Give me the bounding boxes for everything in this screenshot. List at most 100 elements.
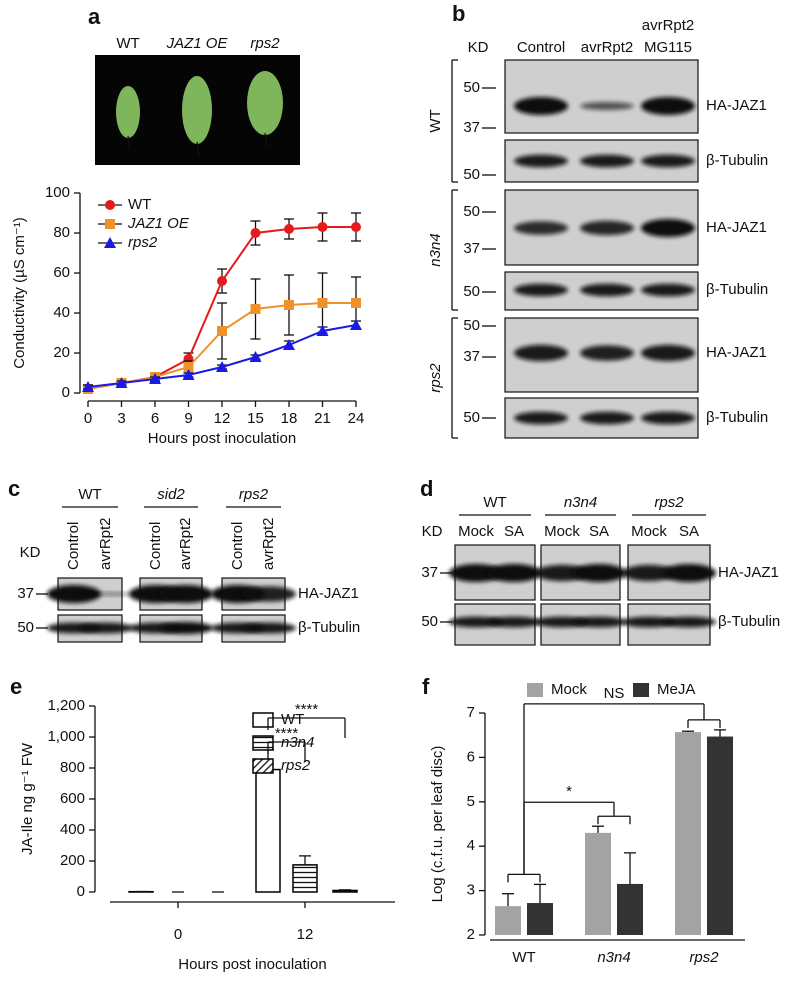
- x-tick-label: 18: [281, 410, 298, 427]
- mw-marker: 37: [421, 564, 438, 581]
- legend-label: MeJA: [657, 681, 695, 698]
- antibody-label: HA-JAZ1: [706, 97, 767, 114]
- lane-label: Mock: [631, 523, 667, 540]
- band: [641, 283, 695, 297]
- genotype-label: WT: [483, 494, 506, 511]
- point: [216, 361, 228, 372]
- panel-label: e: [10, 674, 22, 699]
- antibody-label: HA-JAZ1: [298, 585, 359, 602]
- mw-marker: 37: [17, 585, 34, 602]
- point: [284, 224, 294, 234]
- antibody-label: HA-JAZ1: [706, 219, 767, 236]
- point: [283, 339, 295, 350]
- point: [351, 222, 361, 232]
- antibody-label: β-Tubulin: [298, 619, 360, 636]
- lane-label: avrRpt2: [260, 517, 277, 570]
- genotype-label: rps2: [654, 494, 684, 511]
- significance-label: NS: [604, 685, 625, 702]
- band: [622, 616, 676, 628]
- band: [449, 564, 503, 582]
- y-tick-label: 5: [467, 793, 475, 810]
- point: [250, 304, 261, 314]
- leaf: [182, 76, 212, 144]
- point: [351, 298, 361, 308]
- lane-label: SA: [589, 523, 609, 540]
- mw-marker: 50: [463, 283, 480, 300]
- point: [115, 377, 128, 388]
- band: [580, 220, 634, 236]
- point: [249, 351, 262, 362]
- lane-label: Control: [517, 39, 565, 56]
- lane-label: avrRpt2: [177, 517, 194, 570]
- x-tick-label: n3n4: [597, 949, 630, 966]
- x-tick-label: 3: [117, 410, 125, 427]
- mw-marker: 50: [463, 79, 480, 96]
- mw-marker: 37: [463, 240, 480, 257]
- antibody-label: HA-JAZ1: [718, 564, 779, 581]
- band: [572, 616, 626, 628]
- point: [82, 381, 94, 392]
- bar: [675, 732, 701, 935]
- band: [580, 345, 634, 361]
- legend-label: rps2: [128, 234, 158, 251]
- mw-marker: 50: [463, 409, 480, 426]
- genotype-label: sid2: [157, 486, 185, 503]
- band: [242, 622, 296, 634]
- bar: [527, 903, 553, 935]
- genotype-label: rps2: [427, 363, 444, 393]
- mw-marker: 50: [463, 203, 480, 220]
- band: [487, 564, 541, 582]
- band: [572, 564, 626, 582]
- bar: [255, 768, 281, 893]
- kd-label: KD: [468, 39, 489, 56]
- y-tick-label: 7: [467, 704, 475, 721]
- bar: [292, 864, 318, 893]
- lane-label: Control: [147, 522, 164, 570]
- point: [182, 369, 195, 380]
- band: [514, 154, 568, 168]
- y-tick-label: 1,000: [47, 728, 85, 745]
- legend-swatch: [252, 712, 274, 728]
- band: [641, 154, 695, 168]
- y-tick-label: 6: [467, 748, 475, 765]
- lane-label: avrRpt2: [642, 17, 695, 34]
- antibody-label: HA-JAZ1: [706, 344, 767, 361]
- legend-label: Mock: [551, 681, 587, 698]
- mw-marker: 50: [421, 613, 438, 630]
- y-axis-title: Conductivity (µS cm⁻¹): [11, 217, 28, 369]
- bar: [495, 906, 521, 935]
- band: [514, 344, 568, 362]
- legend-marker: [105, 219, 115, 229]
- panel-label: f: [422, 674, 430, 699]
- legend-label: rps2: [281, 757, 311, 774]
- mw-marker: 50: [463, 166, 480, 183]
- band: [514, 97, 568, 115]
- leaf-stem: [264, 132, 268, 148]
- y-tick-label: 4: [467, 837, 475, 854]
- y-tick-label: 40: [53, 304, 70, 321]
- lane-label: SA: [504, 523, 524, 540]
- band: [622, 564, 676, 582]
- y-tick-label: 2: [467, 926, 475, 943]
- kd-label: KD: [422, 523, 443, 540]
- band: [159, 585, 213, 603]
- legend-swatch: [633, 683, 649, 697]
- legend-marker: [104, 237, 116, 248]
- leaf: [247, 71, 283, 135]
- y-tick-label: 600: [60, 790, 85, 807]
- legend-label: WT: [128, 196, 151, 213]
- band: [487, 616, 541, 628]
- legend-marker: [105, 200, 115, 210]
- y-tick-label: 100: [45, 184, 70, 201]
- antibody-label: β-Tubulin: [706, 152, 768, 169]
- x-tick-label: 0: [84, 410, 92, 427]
- panel-label: d: [420, 476, 433, 501]
- bar: [707, 736, 733, 935]
- band: [242, 586, 296, 602]
- genotype-label: n3n4: [564, 494, 597, 511]
- significance-label: *: [566, 783, 572, 800]
- point: [217, 326, 227, 336]
- lane-label: Mock: [544, 523, 580, 540]
- bar: [585, 832, 611, 935]
- x-tick-label: 21: [314, 410, 331, 427]
